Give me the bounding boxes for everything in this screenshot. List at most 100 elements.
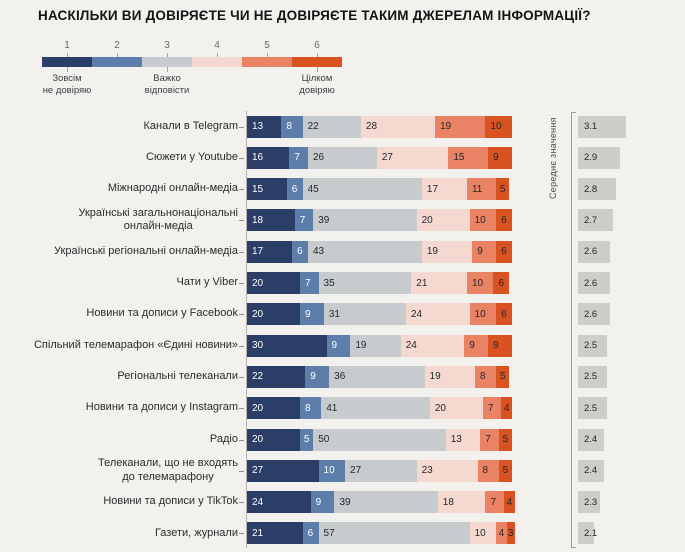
bar-segment: 36	[329, 365, 425, 388]
bar-segment: 17	[247, 240, 293, 263]
category-tick	[239, 376, 244, 378]
legend-color-bar	[42, 57, 342, 67]
segment-value: 19	[426, 246, 438, 258]
segment-value: 9	[315, 496, 322, 508]
bar-segment: 7	[480, 428, 499, 451]
bar-segment: 20	[247, 272, 300, 294]
category-tick	[239, 157, 244, 159]
bar-segment: 7	[482, 397, 502, 420]
bar-segment: 22	[302, 115, 361, 138]
segment-value: 6	[501, 308, 507, 320]
legend-color-segment	[242, 57, 292, 67]
category-tick	[239, 470, 244, 472]
bar-segment: 26	[307, 146, 377, 169]
segment-value: 10	[474, 308, 486, 320]
bar-segment: 19	[421, 240, 473, 263]
segment-value: 20	[434, 402, 446, 414]
category-tick	[239, 345, 244, 347]
segment-value: 4	[506, 496, 513, 508]
segment-value: 8	[286, 121, 292, 132]
segment-value: 7	[294, 152, 300, 164]
bar-segment: 21	[247, 522, 303, 545]
bar-segment: 4	[504, 491, 515, 514]
segment-value: 5	[499, 183, 506, 195]
category-label: Канали в Telegram	[143, 119, 238, 132]
stacked-bar: 20 7 35 21 10 6	[247, 272, 510, 294]
bar-segment: 22	[247, 365, 306, 388]
bar-segment: 8	[474, 365, 497, 388]
category-tick	[239, 314, 244, 316]
segment-value: 21	[416, 277, 428, 289]
legend-color-segment	[142, 57, 192, 67]
segment-value: 19	[355, 340, 367, 352]
segment-value: 6	[501, 214, 507, 226]
legend-anchor-label: Важко відповісти	[144, 73, 190, 97]
legend-scale-number: 2	[114, 40, 120, 51]
bar-segment: 9	[472, 240, 497, 263]
stacked-bar: 20 5 50 13 7 5	[247, 428, 512, 451]
bar-segment: 19	[350, 334, 401, 357]
bar-segment: 23	[416, 459, 478, 482]
segment-value: 7	[305, 277, 311, 289]
bar-segment: 10	[466, 272, 494, 294]
category-label: Українські загальнонаціональні онлайн-ме…	[78, 206, 238, 233]
legend-color-segment	[42, 57, 92, 67]
bar-segment: 10	[485, 115, 512, 138]
segment-value: 9	[493, 340, 499, 352]
segment-value: 10	[471, 277, 484, 289]
mean-value-box: 2.6	[578, 272, 610, 294]
stacked-bar: 24 9 39 18 7 4	[247, 491, 515, 514]
bar-segment: 43	[307, 240, 422, 263]
segment-value: 5	[502, 465, 509, 477]
bar-segment: 45	[302, 178, 422, 201]
segment-value: 20	[252, 308, 264, 320]
legend-scale-number: 1	[64, 40, 70, 51]
mean-value-box: 2.8	[578, 178, 617, 201]
segment-value: 50	[318, 434, 330, 445]
legend-color-segment	[92, 57, 142, 67]
mean-value-box: 2.1	[578, 522, 597, 545]
segment-value: 36	[334, 371, 346, 383]
segment-value: 6	[291, 183, 298, 195]
bar-segment: 39	[313, 209, 417, 232]
category-tick	[239, 439, 244, 441]
segment-value: 22	[307, 121, 319, 132]
mean-value-box: 2.5	[578, 334, 607, 357]
bar-segment: 17	[421, 178, 467, 201]
bar-segment: 9	[326, 334, 351, 357]
bar-segment: 7	[294, 209, 314, 232]
segment-value: 57	[323, 527, 335, 539]
segment-value: 30	[252, 340, 264, 352]
legend-tick	[167, 53, 168, 57]
bar-segment: 19	[435, 115, 486, 138]
bar-segment: 28	[360, 115, 436, 138]
segment-value: 5	[499, 371, 506, 383]
segment-value: 31	[328, 308, 340, 320]
bar-segment: 5	[496, 365, 510, 388]
segment-value: 10	[490, 121, 502, 132]
segment-value: 9	[305, 308, 311, 320]
category-tick	[239, 251, 244, 253]
segment-value: 9	[493, 152, 499, 164]
segment-value: 20	[421, 214, 433, 226]
segment-value: 15	[252, 183, 264, 195]
segment-value: 17	[426, 183, 439, 195]
bar-segment: 5	[498, 459, 512, 482]
category-label: Радіо	[209, 432, 238, 445]
segment-value: 27	[350, 465, 362, 477]
stacked-bar: 20 9 31 24 10 6	[247, 303, 512, 326]
mean-value-box: 2.4	[578, 428, 604, 451]
mean-value-box: 2.3	[578, 491, 601, 514]
segment-value: 39	[318, 214, 330, 226]
segment-value: 10	[323, 465, 335, 477]
segment-value: 9	[477, 246, 483, 258]
segment-value: 7	[487, 402, 494, 414]
bar-segment: 27	[376, 146, 449, 169]
segment-value: 7	[490, 496, 497, 508]
bar-segment: 5	[300, 428, 314, 451]
bar-segment: 6	[496, 303, 512, 326]
category-label: Новини та дописи у TikTok	[103, 495, 238, 508]
segment-value: 41	[326, 402, 338, 414]
mean-value-box: 2.4	[578, 459, 604, 482]
category-label: Чати у Viber	[176, 276, 238, 289]
